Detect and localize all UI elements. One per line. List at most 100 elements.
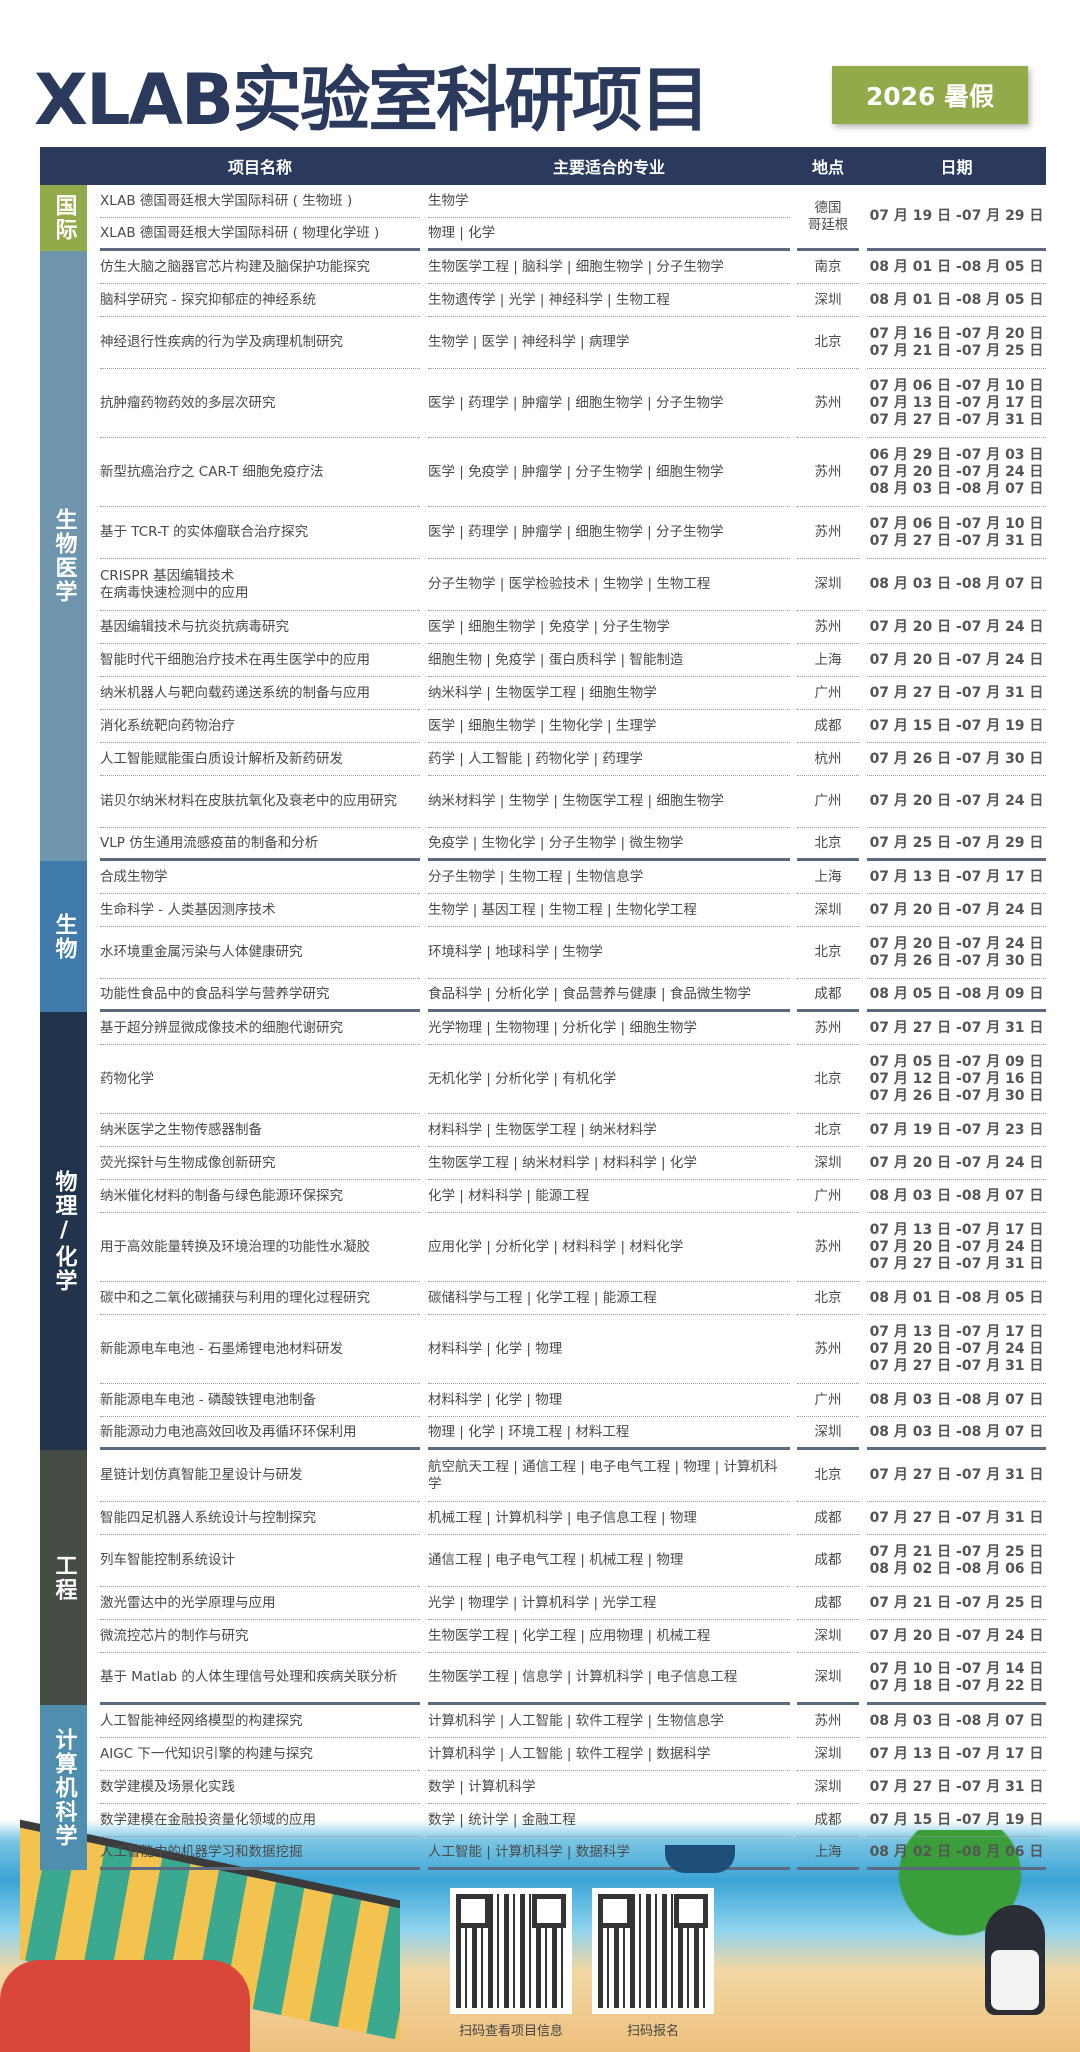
project-location: 北京 — [797, 317, 859, 369]
project-majors: 细胞生物 | 免疫学 | 蛋白质科学 | 智能制造 — [428, 644, 790, 677]
project-dates: 07 月 27 日 -07 月 31 日 — [867, 1450, 1046, 1502]
date-range: 07 月 15 日 -07 月 19 日 — [869, 1811, 1044, 1828]
project-location: 苏州 — [797, 1315, 859, 1384]
qr-code-project-info[interactable] — [450, 1888, 572, 2014]
project-majors: 生物学 | 医学 | 神经科学 | 病理学 — [428, 317, 790, 369]
qr-code-registration[interactable] — [592, 1888, 714, 2014]
project-dates: 07 月 27 日 -07 月 31 日 — [867, 1012, 1046, 1045]
date-range: 07 月 27 日 -07 月 31 日 — [869, 684, 1044, 701]
project-name: 星链计划仿真智能卫星设计与研发 — [100, 1450, 420, 1502]
project-location: 深圳 — [797, 1147, 859, 1180]
date-range: 07 月 06 日 -07 月 10 日 — [869, 377, 1044, 394]
project-location: 深圳 — [797, 559, 859, 611]
date-range: 07 月 20 日 -07 月 24 日 — [869, 901, 1044, 918]
project-majors: 医学 | 药理学 | 肿瘤学 | 细胞生物学 | 分子生物学 — [428, 369, 790, 438]
date-range: 08 月 01 日 -08 月 05 日 — [869, 291, 1044, 308]
date-range: 07 月 27 日 -07 月 31 日 — [869, 1357, 1044, 1374]
project-location: 北京 — [797, 1450, 859, 1502]
project-location: 苏州 — [797, 611, 859, 644]
project-dates: 07 月 15 日 -07 月 19 日 — [867, 1804, 1046, 1837]
date-range: 07 月 15 日 -07 月 19 日 — [869, 717, 1044, 734]
date-range: 07 月 20 日 -07 月 24 日 — [869, 651, 1044, 668]
project-majors: 环境科学 | 地球科学 | 生物学 — [428, 927, 790, 979]
project-dates: 07 月 27 日 -07 月 31 日 — [867, 677, 1046, 710]
date-range: 07 月 20 日 -07 月 24 日 — [869, 793, 1044, 809]
date-range: 08 月 03 日 -08 月 07 日 — [869, 1423, 1044, 1440]
project-name: 新能源电车电池 - 石墨烯锂电池材料研发 — [100, 1315, 420, 1384]
date-range: 07 月 20 日 -07 月 24 日 — [869, 1238, 1044, 1255]
project-dates: 07 月 26 日 -07 月 30 日 — [867, 743, 1046, 776]
project-majors: 光学物理 | 生物物理 | 分析化学 | 细胞生物学 — [428, 1012, 790, 1045]
category-label: 计算机科学 — [40, 1705, 87, 1870]
date-range: 07 月 27 日 -07 月 31 日 — [869, 1467, 1044, 1483]
date-range: 07 月 26 日 -07 月 30 日 — [869, 750, 1044, 767]
date-range: 08 月 01 日 -08 月 05 日 — [869, 258, 1044, 275]
project-name: 人工智能神经网络模型的构建探究 — [100, 1705, 420, 1738]
col-majors-header: 主要适合的专业 — [552, 158, 665, 177]
project-majors: 纳米材料学 | 生物学 | 生物医学工程 | 细胞生物学 — [428, 776, 790, 828]
project-majors: 通信工程 | 电子电气工程 | 机械工程 | 物理 — [428, 1535, 790, 1587]
project-location: 深圳 — [797, 894, 859, 927]
project-location: 北京 — [797, 828, 859, 861]
project-dates: 07 月 27 日 -07 月 31 日 — [867, 1771, 1046, 1804]
project-location: 杭州 — [797, 743, 859, 776]
project-name: 脑科学研究 - 探究抑郁症的神经系统 — [100, 284, 420, 317]
project-majors: 医学 | 药理学 | 肿瘤学 | 细胞生物学 | 分子生物学 — [428, 507, 790, 559]
date-range: 08 月 03 日 -08 月 07 日 — [869, 576, 1044, 592]
project-dates: 07 月 16 日 -07 月 20 日 07 月 21 日 -07 月 25 日 — [867, 317, 1046, 369]
category-label: 生物医学 — [40, 251, 87, 861]
project-name: 人工智能中的机器学习和数据挖掘 — [100, 1837, 420, 1870]
project-dates: 07 月 20 日 -07 月 24 日 07 月 26 日 -07 月 30 日 — [867, 927, 1046, 979]
project-majors: 生物医学工程 | 脑科学 | 细胞生物学 | 分子生物学 — [428, 251, 790, 284]
project-dates: 07 月 13 日 -07 月 17 日 — [867, 1738, 1046, 1771]
project-majors: 计算机科学 | 人工智能 | 软件工程学 | 生物信息学 — [428, 1705, 790, 1738]
project-location: 苏州 — [797, 438, 859, 507]
date-range: 07 月 21 日 -07 月 25 日 — [869, 1594, 1044, 1611]
project-location: 广州 — [797, 1180, 859, 1213]
category-label: 物理/化学 — [40, 1012, 87, 1450]
boat-illustration — [665, 1845, 735, 1873]
project-majors: 化学 | 材料科学 | 能源工程 — [428, 1180, 790, 1213]
date-range: 07 月 26 日 -07 月 30 日 — [869, 952, 1044, 969]
project-name: 列车智能控制系统设计 — [100, 1535, 420, 1587]
project-majors: 生物医学工程 | 纳米材料学 | 材料科学 | 化学 — [428, 1147, 790, 1180]
project-majors: 无机化学 | 分析化学 | 有机化学 — [428, 1045, 790, 1114]
project-dates: 06 月 29 日 -07 月 03 日 07 月 20 日 -07 月 24 日… — [867, 438, 1046, 507]
project-name: 智能四足机器人系统设计与控制探究 — [100, 1502, 420, 1535]
project-table: 项目名称 主要适合的专业 地点 日期 国际 XLAB 德国哥廷根大学国际科研 ( … — [40, 147, 1046, 1870]
date-range: 08 月 05 日 -08 月 09 日 — [869, 985, 1044, 1002]
category-label: 工程 — [40, 1450, 87, 1705]
project-location: 上海 — [797, 861, 859, 894]
project-location: 苏州 — [797, 1012, 859, 1045]
project-location: 苏州 — [797, 1705, 859, 1738]
date-range: 07 月 27 日 -07 月 31 日 — [869, 1255, 1044, 1272]
project-location: 深圳 — [797, 1738, 859, 1771]
date-range: 07 月 27 日 -07 月 31 日 — [869, 1778, 1044, 1795]
col-date-header: 日期 — [940, 158, 973, 177]
project-dates: 07 月 19 日 -07 月 23 日 — [867, 1114, 1046, 1147]
project-location: 成都 — [797, 710, 859, 743]
project-dates: 07 月 20 日 -07 月 24 日 — [867, 1147, 1046, 1180]
date-range: 07 月 12 日 -07 月 16 日 — [869, 1070, 1044, 1087]
project-location: 深圳 — [797, 1620, 859, 1653]
project-name: 碳中和之二氧化碳捕获与利用的理化过程研究 — [100, 1282, 420, 1315]
project-name: 荧光探针与生物成像创新研究 — [100, 1147, 420, 1180]
project-location: 德国 哥廷根 — [797, 185, 859, 251]
project-dates: 07 月 21 日 -07 月 25 日 08 月 02 日 -08 月 06 日 — [867, 1535, 1046, 1587]
project-dates: 08 月 01 日 -08 月 05 日 — [867, 1282, 1046, 1315]
project-dates: 07 月 05 日 -07 月 09 日 07 月 12 日 -07 月 16 日… — [867, 1045, 1046, 1114]
date-range: 07 月 20 日 -07 月 24 日 — [869, 1340, 1044, 1357]
project-name: 用于高效能量转换及环境治理的功能性水凝胶 — [100, 1213, 420, 1282]
project-name: 基于超分辨显微成像技术的细胞代谢研究 — [100, 1012, 420, 1045]
season-badge: 2026 暑假 — [832, 66, 1028, 124]
category-label: 生物 — [40, 861, 87, 1012]
project-location: 成都 — [797, 1587, 859, 1620]
date-range: 07 月 27 日 -07 月 31 日 — [869, 1509, 1044, 1526]
project-dates: 07 月 06 日 -07 月 10 日 07 月 13 日 -07 月 17 日… — [867, 369, 1046, 438]
project-dates: 08 月 03 日 -08 月 07 日 — [867, 1417, 1046, 1450]
project-name: 智能时代干细胞治疗技术在再生医学中的应用 — [100, 644, 420, 677]
date-range: 07 月 13 日 -07 月 17 日 — [869, 1221, 1044, 1238]
qr-caption-project-info: 扫码查看项目信息 — [458, 2024, 563, 2039]
date-range: 07 月 19 日 -07 月 23 日 — [869, 1121, 1044, 1138]
project-dates: 08 月 03 日 -08 月 07 日 — [867, 1384, 1046, 1417]
